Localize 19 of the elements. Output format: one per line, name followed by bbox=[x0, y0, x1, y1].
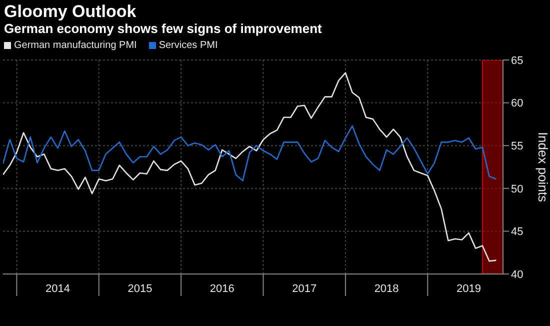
x-tick-label: 2014 bbox=[46, 283, 70, 295]
chart-title: Gloomy Outlook bbox=[4, 2, 136, 22]
y-tick-label: 50 bbox=[511, 183, 524, 196]
y-tick-label: 40 bbox=[511, 268, 524, 281]
x-tick-label: 2016 bbox=[210, 283, 234, 295]
x-tick-label: 2018 bbox=[374, 283, 399, 295]
y-tick-label: 55 bbox=[511, 140, 524, 153]
legend-label: Services PMI bbox=[158, 40, 218, 51]
line-series bbox=[3, 72, 497, 262]
x-tick-label: 2019 bbox=[456, 283, 481, 295]
legend-label: German manufacturing PMI bbox=[14, 40, 137, 51]
y-axis-title: Index points bbox=[535, 132, 550, 203]
y-tick-label: 65 bbox=[511, 54, 524, 67]
x-tick-label: 2017 bbox=[292, 283, 317, 295]
x-tick-label: 2015 bbox=[128, 283, 152, 295]
y-tick-label: 45 bbox=[511, 226, 524, 238]
line-series bbox=[3, 125, 497, 182]
y-tick-label: 60 bbox=[511, 98, 524, 110]
chart-subtitle: German economy shows few signs of improvement bbox=[4, 21, 322, 36]
